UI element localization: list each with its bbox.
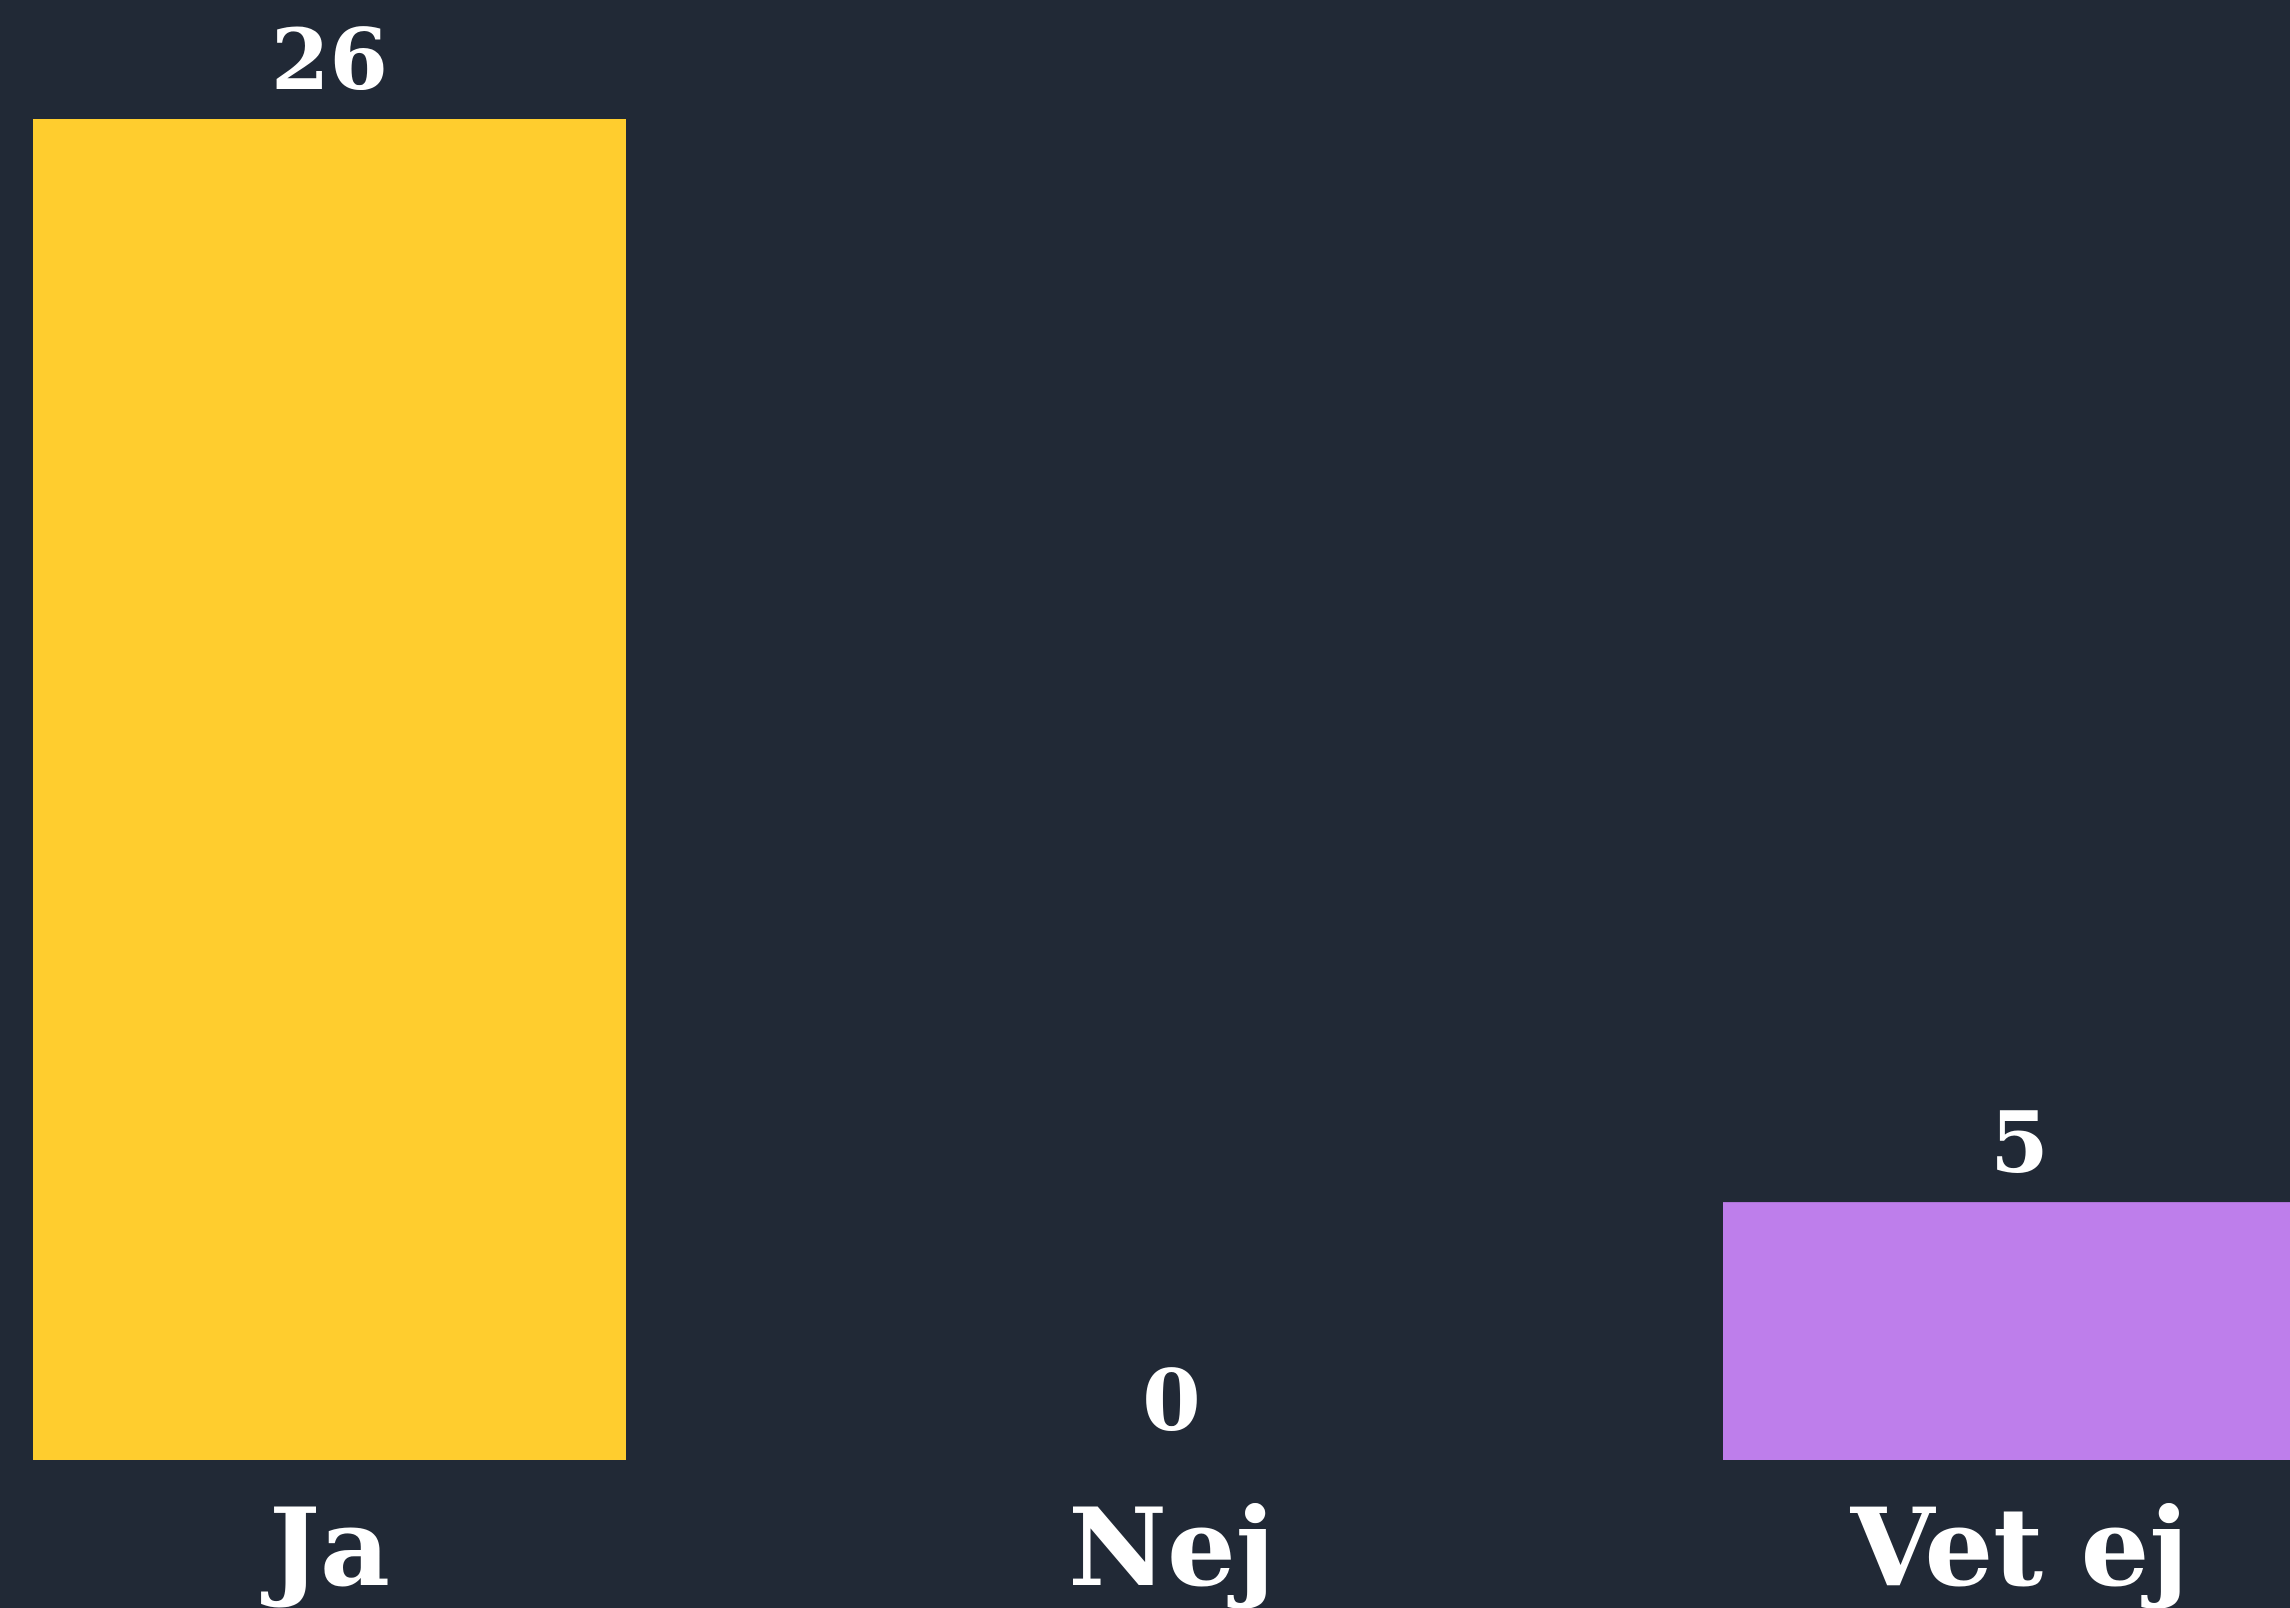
value-label-2: 5 — [1990, 1093, 2048, 1192]
value-label-0: 26 — [271, 10, 388, 109]
category-label-2: Vet ej — [1850, 1485, 2189, 1608]
value-labels-group: 26 0 5 — [271, 10, 2049, 1450]
bar-2 — [1723, 1202, 2290, 1460]
category-labels-group: Ja Nej Vet ej — [261, 1485, 2188, 1608]
bars-group — [33, 119, 2290, 1460]
category-label-0: Ja — [261, 1485, 390, 1608]
category-label-1: Nej — [1068, 1485, 1275, 1608]
value-label-1: 0 — [1142, 1351, 1200, 1450]
bar-0 — [33, 119, 626, 1460]
